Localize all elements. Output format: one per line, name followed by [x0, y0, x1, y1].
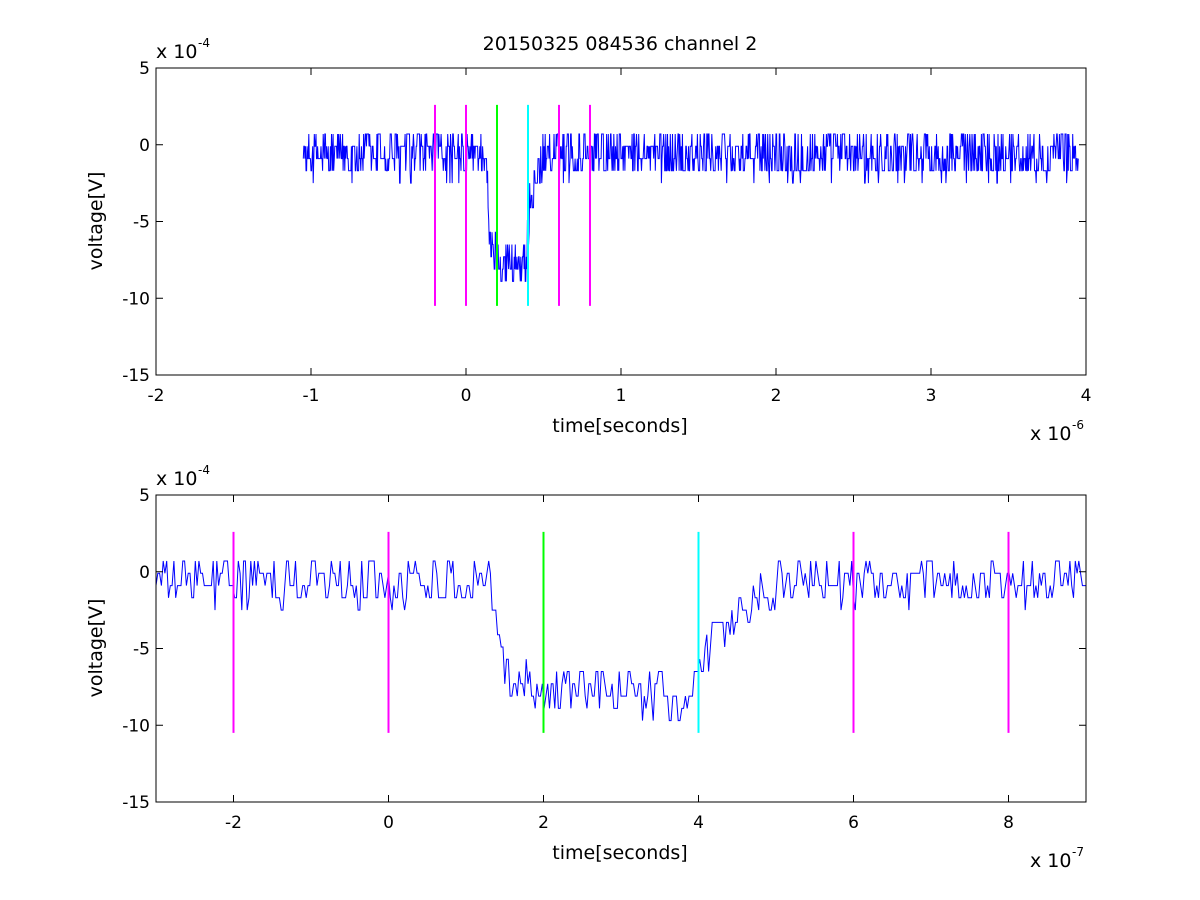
- top-ytick-label: -15: [122, 366, 150, 386]
- top-xtick-label: 0: [461, 386, 472, 406]
- bottom-y-exponent-power: -4: [198, 463, 210, 477]
- top-x-exponent-base: x 10: [1030, 423, 1071, 445]
- bottom-axes-frame: [155, 494, 1087, 803]
- bottom-ytick-label: 0: [139, 563, 150, 583]
- bottom-y-exponent: x 10 -4: [156, 463, 210, 490]
- top-xtick-label: 2: [771, 386, 782, 406]
- top-y-exponent: x 10 -4: [156, 36, 210, 63]
- top-xtick-label: 3: [926, 386, 937, 406]
- bottom-xtick-label: 2: [538, 813, 549, 833]
- top-y-exponent-power: -4: [198, 36, 210, 50]
- bottom-xtick-label: 4: [693, 813, 704, 833]
- bottom-ytick-label: 5: [139, 486, 150, 506]
- bottom-xtick-label: 6: [848, 813, 859, 833]
- bottom-voltage-trace: [155, 560, 1086, 722]
- top-y-exponent-base: x 10: [156, 41, 197, 63]
- bottom-ytick-label: -5: [133, 640, 150, 660]
- top-xtick-label: -2: [148, 386, 165, 406]
- bottom-xtick-label: -2: [225, 813, 242, 833]
- bottom-xtick-label: 8: [1003, 813, 1014, 833]
- top-xtick-label: -1: [303, 386, 320, 406]
- bottom-ticks: -2 0 2 4 6 8 -15 -10 -5 0 5: [122, 486, 1086, 833]
- bottom-trace-group: [155, 531, 1086, 733]
- bottom-xlabel: time[seconds]: [552, 842, 687, 864]
- top-subplot: -2 -1 0 1 2 3 4-15-10-505 time[seconds] voltag…: [85, 36, 1091, 445]
- bottom-ytick-label: -10: [122, 716, 150, 736]
- top-x-exponent-power: -6: [1072, 418, 1084, 432]
- top-x-exponent: x 10 -6: [1030, 418, 1084, 445]
- top-ylabel: voltage[V]: [85, 172, 107, 271]
- bottom-x-exponent-base: x 10: [1030, 850, 1071, 872]
- bottom-ylabel: voltage[V]: [85, 599, 107, 698]
- bottom-y-exponent-base: x 10: [156, 468, 197, 490]
- top-voltage-trace: [302, 133, 1079, 282]
- top-xtick-label: 1: [616, 386, 627, 406]
- bottom-subplot: -2 0 2 4 6 8 -15 -10 -5 0 5 time[seconds] voltage[…: [85, 463, 1087, 872]
- top-axes-frame: [155, 67, 1087, 376]
- bottom-xtick-label: 0: [383, 813, 394, 833]
- top-ytick-label: -10: [122, 289, 150, 309]
- top-ytick-label: 5: [139, 59, 150, 79]
- top-trace-group: [302, 104, 1079, 306]
- figure-title: 20150325 084536 channel 2: [483, 33, 758, 55]
- top-ytick-label: 0: [139, 136, 150, 156]
- bottom-ytick-label: -15: [122, 793, 150, 813]
- bottom-x-exponent: x 10 -7: [1030, 845, 1084, 872]
- top-xtick-label: 4: [1081, 386, 1092, 406]
- top-ytick-label: -5: [133, 213, 150, 233]
- top-xlabel: time[seconds]: [552, 415, 687, 437]
- top-ticks: -2 -1 0 1 2 3 4-15-10-505: [122, 59, 1091, 406]
- bottom-x-exponent-power: -7: [1072, 845, 1084, 859]
